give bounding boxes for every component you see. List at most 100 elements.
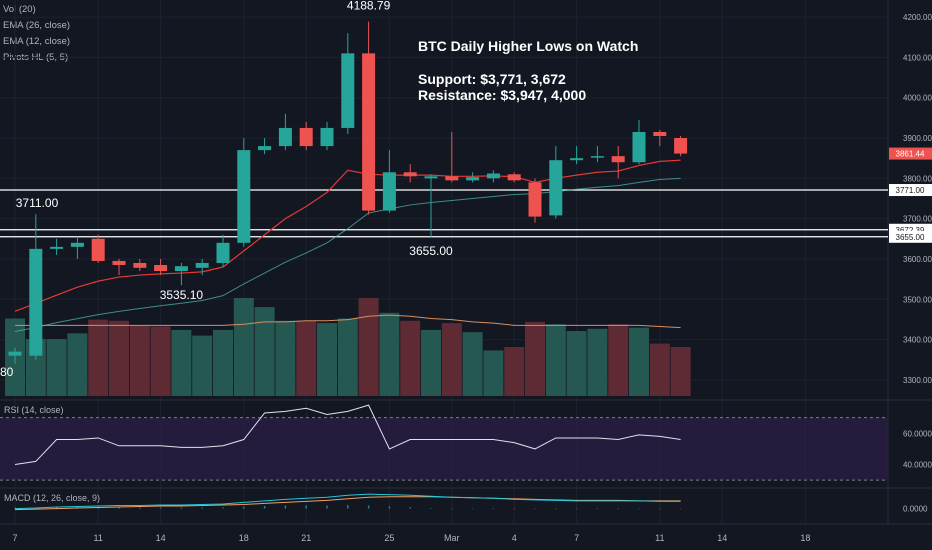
volume-bar [233, 298, 254, 396]
macd-histogram-bar [55, 507, 58, 509]
candle-body [320, 127, 334, 147]
volume-bar [67, 333, 88, 396]
macd-histogram-bar [367, 505, 370, 509]
candle-body [445, 176, 459, 181]
pivot-high-label: 4188.79 [347, 0, 391, 13]
candle-body [611, 156, 625, 163]
candle-body [278, 127, 292, 147]
volume-bar [400, 320, 421, 396]
candle-body [528, 182, 542, 217]
price-badge-label: 3672.39 [896, 226, 925, 235]
macd-histogram-bar [180, 507, 183, 509]
volume-bar [649, 343, 670, 396]
time-tick-label: 11 [94, 533, 103, 543]
rsi-tick-label: 60.0000 [903, 429, 932, 438]
macd-histogram-bar [430, 508, 432, 509]
macd-histogram-bar [388, 506, 391, 509]
volume-bar [587, 328, 608, 396]
candle-body [424, 176, 438, 179]
price-tick-label: 4100.00 [903, 53, 932, 62]
rsi-label: RSI (14, close) [4, 405, 64, 415]
candle-body [91, 238, 105, 261]
price-badge-box [889, 147, 932, 160]
macd-histogram-bar [222, 507, 224, 509]
macd-tick-label: 0.0000 [903, 505, 928, 514]
macd-line [14, 493, 681, 510]
candle-body [29, 248, 43, 356]
legend-ema12[interactable]: EMA (12, close) [3, 36, 71, 47]
macd-histogram-bar [617, 508, 619, 510]
candle-body [674, 138, 688, 154]
volume-bar [275, 320, 296, 396]
rsi-tick-label: 40.0000 [903, 461, 932, 470]
macd-histogram-bar [679, 508, 682, 510]
macd-histogram-bar [451, 508, 453, 510]
volume-bar [525, 321, 545, 396]
price-badge-box [889, 184, 932, 197]
price-tick-label: 4000.00 [903, 94, 932, 103]
macd-histogram-bar [347, 504, 349, 509]
price-tick-label: 3900.00 [903, 134, 932, 143]
candle-body [341, 53, 355, 128]
volume-bar [150, 326, 171, 396]
macd-histogram-bar [139, 507, 141, 509]
price-tick-label: 3800.00 [903, 174, 932, 183]
macd-histogram-bar [263, 506, 266, 509]
volume-bar [171, 329, 192, 396]
annotation-support: Support: $3,771, 3,672 [418, 71, 566, 87]
candle-body [632, 131, 646, 163]
candle-body [590, 156, 604, 158]
price-badge: 3861.44 [889, 147, 932, 160]
volume-bar [670, 347, 691, 396]
macd-histogram-bar [659, 508, 661, 510]
volume-bar [421, 329, 441, 396]
ema26-line [14, 177, 681, 332]
legend-volume[interactable]: Vol (20) [3, 4, 36, 15]
legend-ema26[interactable]: EMA (26, close) [3, 20, 71, 31]
annotation-resistance: Resistance: $3,947, 4,000 [418, 87, 586, 103]
candle-body [258, 146, 272, 151]
candle-body [70, 242, 84, 247]
time-tick-label: 11 [655, 533, 664, 543]
pivot-label-clipped: 80 [0, 365, 14, 379]
price-tick-label: 3500.00 [903, 295, 932, 304]
time-tick-label: 21 [301, 533, 311, 543]
volume-bar [483, 350, 504, 396]
macd-histogram-bar [243, 506, 245, 509]
price-tick-label: 3600.00 [903, 255, 932, 264]
macd-histogram-bar [638, 508, 640, 510]
volume-bar [213, 329, 233, 396]
candle-body [195, 262, 209, 268]
volume-bar [129, 325, 150, 396]
volume-bar [358, 298, 379, 396]
price-badge: 3655.00 [889, 230, 932, 243]
candle-body [174, 266, 188, 272]
volume-bar [441, 323, 462, 396]
candle-body [8, 351, 22, 356]
ema12-line [14, 159, 681, 312]
candle-body [50, 246, 64, 249]
volume-bar [545, 324, 566, 396]
macd-label: MACD (12, 26, close, 9) [4, 493, 100, 503]
macd-histogram-bar [492, 508, 495, 510]
volume-bar [88, 319, 109, 396]
volume-bar [317, 323, 337, 396]
price-tick-label: 3400.00 [903, 336, 932, 345]
candle-body [507, 174, 521, 181]
volume-bar [337, 318, 358, 396]
volume-bar [379, 312, 400, 396]
candle-body [653, 131, 667, 137]
candle-body [299, 127, 313, 147]
rsi-line [14, 404, 681, 466]
pivot-label: 3711.00 [16, 196, 59, 210]
price-badge-box [889, 230, 932, 243]
volume-bar [504, 347, 525, 396]
time-tick-label: Mar [444, 533, 460, 543]
macd-histogram-bar [118, 507, 120, 509]
volume-bar [46, 339, 67, 396]
macd-histogram-bar [305, 505, 307, 509]
volume-bar [462, 332, 483, 396]
candle-body [237, 150, 251, 243]
